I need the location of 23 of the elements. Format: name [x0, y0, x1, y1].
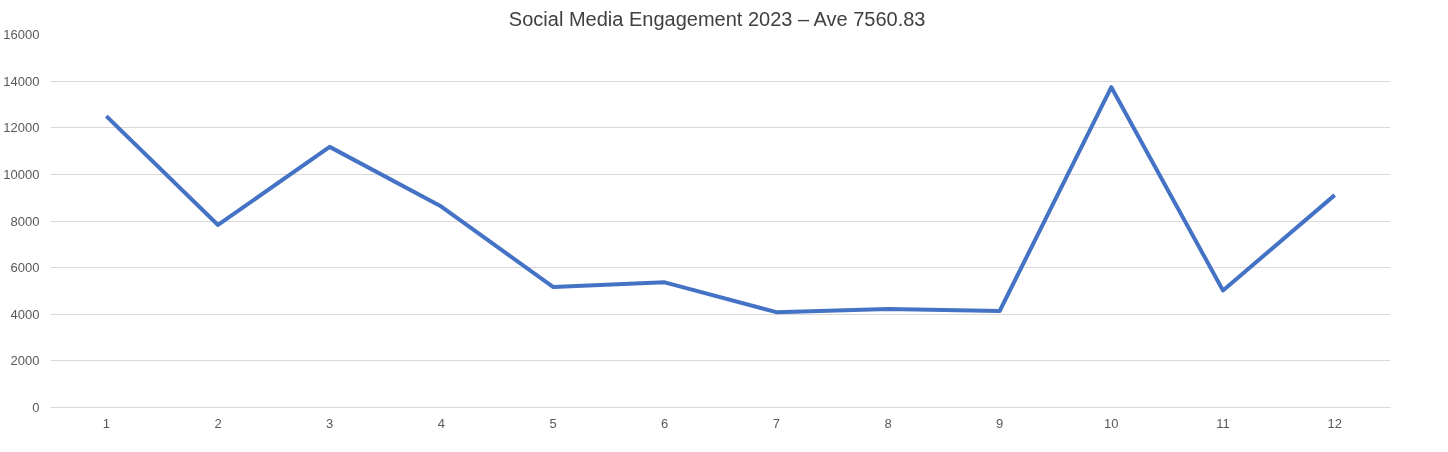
y-tick-label: 0: [32, 400, 40, 415]
x-tick-label: 8: [884, 415, 892, 431]
line-series: [104, 85, 1337, 315]
x-tick-label: 12: [1327, 415, 1342, 431]
y-tick-label: 14000: [3, 73, 40, 89]
y-tick-label: 4000: [10, 306, 40, 322]
y-tick-label: 8000: [10, 213, 40, 229]
x-tick-label: 3: [326, 415, 334, 431]
x-tick-label: 7: [772, 415, 780, 431]
x-tick-label: 6: [661, 415, 669, 431]
chart-title: Social Media Engagement 2023 – Ave 7560.83: [508, 7, 926, 30]
x-tick-label: 9: [996, 415, 1004, 431]
x-tick-label: 5: [549, 415, 557, 431]
y-tick-label: 10000: [3, 166, 40, 182]
y-tick-label: 12000: [3, 120, 40, 136]
x-tick-label: 4: [437, 415, 445, 431]
x-tick-label: 1: [102, 415, 110, 431]
y-tick-label: 16000: [3, 27, 40, 42]
x-tick-label: 11: [1216, 415, 1230, 431]
y-tick-label: 6000: [10, 260, 40, 276]
x-tick-label: 2: [214, 415, 222, 431]
y-tick-label: 2000: [10, 353, 40, 369]
x-tick-label: 10: [1104, 415, 1119, 431]
